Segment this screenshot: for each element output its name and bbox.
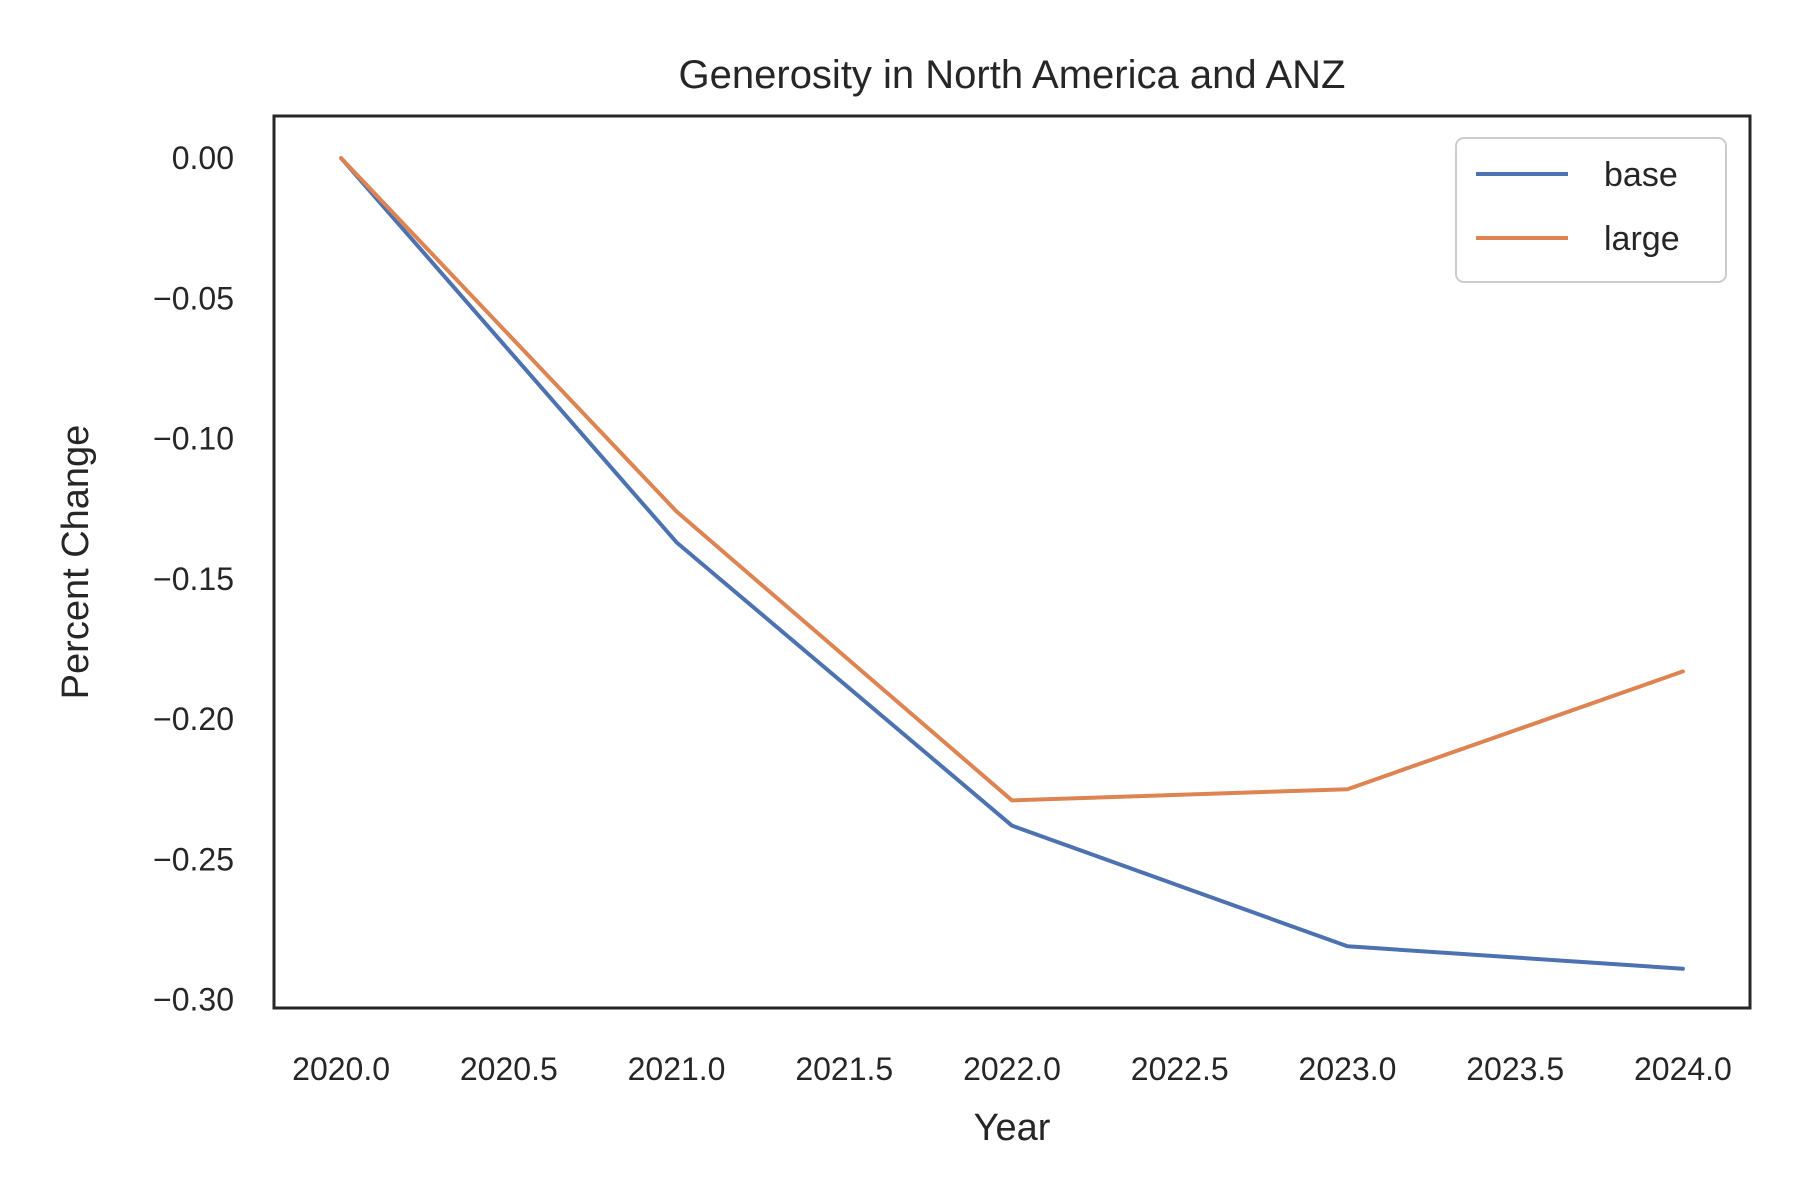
x-tick-label: 2021.0	[628, 1051, 726, 1087]
x-axis-label: Year	[974, 1107, 1051, 1149]
legend-label-base: base	[1604, 156, 1678, 194]
plot-area-frame	[272, 114, 1752, 1010]
legend-frame	[1455, 137, 1727, 283]
series-lines	[339, 156, 1685, 971]
legend-entries: base large	[1476, 156, 1680, 258]
y-tick-label: −0.30	[153, 982, 234, 1018]
x-tick-label: 2022.0	[963, 1051, 1061, 1087]
x-tick-label: 2022.5	[1131, 1051, 1229, 1087]
y-tick-label: −0.15	[153, 561, 234, 597]
y-tick-label: −0.10	[153, 421, 234, 457]
x-tick-label: 2021.5	[795, 1051, 893, 1087]
series-line-large	[339, 156, 1685, 803]
legend: base large	[1455, 137, 1727, 283]
y-tick-label: 0.00	[172, 140, 234, 176]
x-tick-label: 2023.5	[1466, 1051, 1564, 1087]
y-axis-ticks: 0.00 −0.05 −0.10 −0.15 −0.20 −0.25 −0.30	[153, 140, 234, 1018]
chart-title: Generosity in North America and ANZ	[679, 53, 1346, 97]
x-axis-ticks: 2020.0 2020.5 2021.0 2021.5 2022.0 2022.5 2023…	[292, 1051, 1732, 1087]
x-tick-label: 2023.0	[1299, 1051, 1397, 1087]
y-tick-label: −0.05	[153, 280, 234, 316]
legend-label-large: large	[1604, 220, 1680, 258]
y-tick-label: −0.25	[153, 841, 234, 877]
x-tick-label: 2024.0	[1634, 1051, 1732, 1087]
y-tick-label: −0.20	[153, 701, 234, 737]
x-tick-label: 2020.0	[292, 1051, 390, 1087]
series-line-base	[339, 156, 1685, 971]
y-axis-label: Percent Change	[55, 425, 97, 700]
x-tick-label: 2020.5	[460, 1051, 558, 1087]
